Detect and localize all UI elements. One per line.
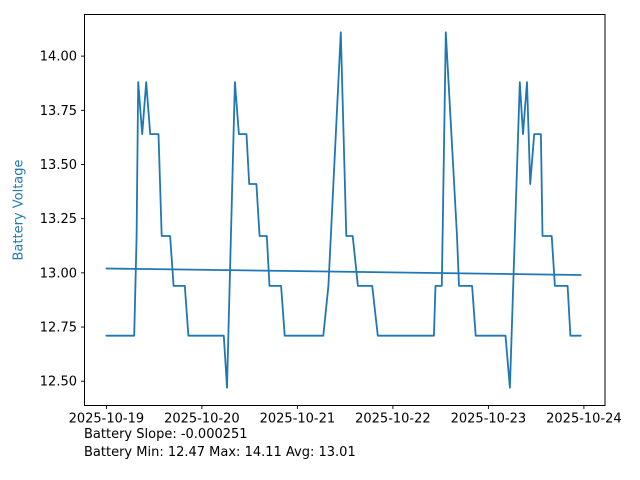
- y-tick-label: 13.50: [40, 158, 77, 173]
- trend-line-line: [105, 267, 582, 276]
- x-tick-label: 2025-10-23: [451, 412, 527, 427]
- x-tick-label: 2025-10-24: [546, 412, 622, 427]
- axes-spines: [84, 14, 606, 406]
- x-tick-label: 2025-10-20: [164, 412, 240, 427]
- y-tick-label: 13.25: [40, 212, 77, 227]
- battery-voltage-line: [105, 31, 582, 389]
- y-tick-label: 13.75: [40, 104, 77, 119]
- y-tick-label: 14.00: [40, 50, 77, 65]
- battery-slope-annotation: Battery Slope: -0.000251: [84, 427, 248, 442]
- y-tick-label: 13.00: [40, 266, 77, 281]
- x-tick-label: 2025-10-22: [355, 412, 431, 427]
- y-axis-label: Battery Voltage: [11, 159, 27, 261]
- chart-annotations: Battery Slope: -0.000251 Battery Min: 12…: [84, 426, 356, 461]
- x-tick-label: 2025-10-21: [260, 412, 336, 427]
- y-tick-label: 12.50: [40, 375, 77, 390]
- x-tick-label: 2025-10-19: [69, 412, 145, 427]
- y-tick-label: 12.75: [40, 321, 77, 336]
- battery-stats-annotation: Battery Min: 12.47 Max: 14.11 Avg: 13.01: [84, 444, 356, 460]
